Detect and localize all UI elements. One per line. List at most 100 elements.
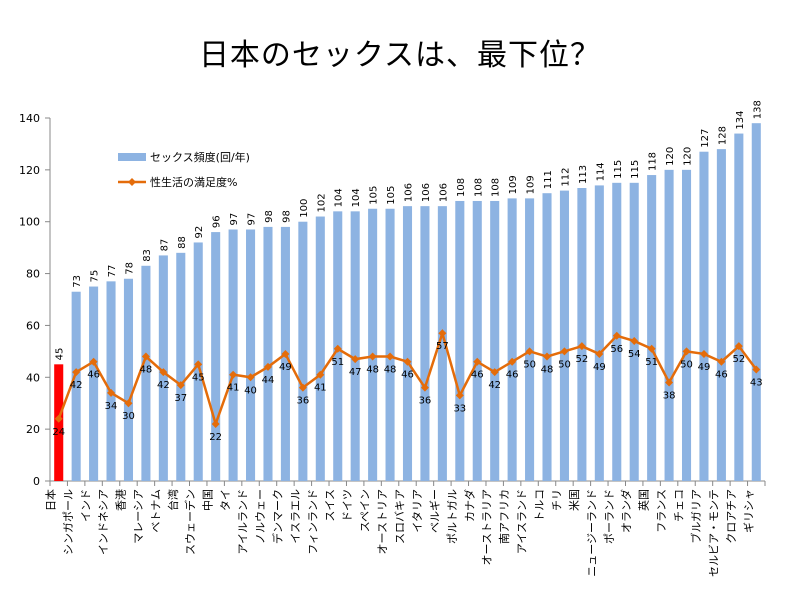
bar-value-label: 138: [752, 100, 763, 119]
x-tick-label: スイス: [324, 489, 337, 522]
line-point: [438, 329, 447, 338]
x-tick-label: ブルガリア: [689, 489, 703, 544]
line-point: [577, 342, 586, 351]
x-tick-label: イスラエル: [289, 489, 302, 544]
line-point: [752, 365, 761, 374]
line-value-label: 37: [174, 393, 187, 404]
line-point: [211, 419, 220, 428]
line-point: [89, 357, 98, 366]
x-tick-label: 香港: [114, 489, 127, 511]
bar-value-label: 77: [107, 265, 118, 278]
bar: [437, 206, 447, 481]
bar-value-label: 75: [90, 270, 101, 283]
bar-value-label: 102: [316, 193, 327, 212]
bar: [629, 182, 639, 482]
x-tick-label: フィンランド: [306, 489, 319, 555]
line-point: [54, 414, 63, 423]
line-value-label: 49: [279, 362, 292, 373]
line-point: [107, 388, 116, 397]
line-value-label: 48: [140, 365, 153, 376]
line-value-label: 22: [209, 432, 222, 443]
line-point: [124, 399, 133, 408]
bar: [211, 232, 221, 481]
y-tick-label: 20: [26, 423, 40, 436]
bar-value-label: 114: [595, 162, 606, 181]
x-tick-label: ノルウェー: [254, 489, 267, 544]
x-tick-label: ベルギー: [428, 489, 441, 533]
line-value-label: 45: [192, 372, 205, 383]
line-point: [246, 373, 255, 382]
bar: [350, 211, 360, 482]
line-value-label: 42: [70, 380, 83, 391]
x-tick-label: スロバキア: [394, 489, 407, 544]
bar: [472, 200, 482, 481]
bar-value-label: 108: [456, 178, 467, 197]
line-point: [333, 344, 342, 353]
line-point: [263, 362, 272, 371]
bar: [525, 198, 535, 481]
bar-value-label: 109: [526, 175, 537, 194]
bar: [228, 229, 238, 481]
line-series: [54, 328, 761, 429]
bar: [559, 190, 569, 481]
line-point: [630, 336, 639, 345]
line-value-label: 51: [331, 357, 344, 368]
line-value-label: 48: [541, 365, 554, 376]
bar-value-label: 127: [700, 129, 711, 148]
bar: [751, 123, 761, 481]
bar: [507, 198, 517, 481]
bar-value-label: 105: [386, 186, 397, 205]
line-point: [420, 383, 429, 392]
y-tick-label: 140: [19, 112, 40, 125]
line-point: [595, 349, 604, 358]
x-tick-label: マレーシア: [132, 489, 145, 544]
x-tick-label: 英国: [637, 489, 651, 511]
x-tick-label: チリ: [550, 489, 563, 511]
x-tick-label: オーストリア: [376, 489, 389, 554]
line-value-label: 47: [349, 367, 362, 378]
bar-value-label: 45: [55, 348, 66, 361]
bar-value-label: 100: [299, 199, 310, 218]
x-tick-label: ギリシャ: [742, 489, 755, 533]
legend-line-marker: [128, 178, 136, 186]
y-tick-label: 80: [26, 268, 40, 281]
bar: [89, 286, 99, 481]
line-value-label: 42: [157, 380, 170, 391]
line-point: [665, 378, 674, 387]
bar: [734, 133, 744, 482]
line-point: [403, 357, 412, 366]
line-value-label: 41: [314, 383, 327, 394]
bar: [71, 291, 81, 481]
line-value-label: 42: [488, 380, 501, 391]
bar-value-label: 92: [194, 226, 205, 239]
line-point: [455, 391, 464, 400]
x-tick-label: スウェーデン: [183, 489, 197, 555]
x-tick-label: チェコ: [673, 489, 686, 522]
line-point: [699, 349, 708, 358]
line-value-label: 48: [384, 365, 397, 376]
x-tick-label: スペイン: [359, 489, 372, 532]
bar-value-label: 98: [281, 210, 292, 223]
line-value-label: 36: [419, 396, 432, 407]
line-value-label: 34: [105, 401, 118, 412]
line-point: [647, 344, 656, 353]
y-tick-label: 100: [19, 216, 40, 229]
bar: [141, 265, 151, 481]
data-labels: 45 73 75 77 78 83 87 88 92 96 97 97 98 98 100 102 104 104…: [52, 100, 763, 443]
line-point: [490, 368, 499, 377]
bar: [385, 208, 395, 481]
bar-value-label: 105: [369, 186, 380, 205]
line-point: [717, 357, 726, 366]
bar-value-label: 106: [404, 183, 415, 202]
line-point: [72, 368, 81, 377]
x-tick-label: フランス: [655, 489, 668, 533]
line-value-label: 46: [471, 370, 484, 381]
x-tick-label: カナダ: [462, 489, 476, 522]
line-value-label: 46: [401, 370, 414, 381]
bar: [246, 229, 256, 481]
bar: [681, 169, 692, 481]
line-value-label: 48: [366, 365, 379, 376]
x-tick-label: インドネシア: [97, 489, 110, 555]
bar-value-label: 115: [630, 160, 641, 179]
bar: [455, 200, 465, 481]
